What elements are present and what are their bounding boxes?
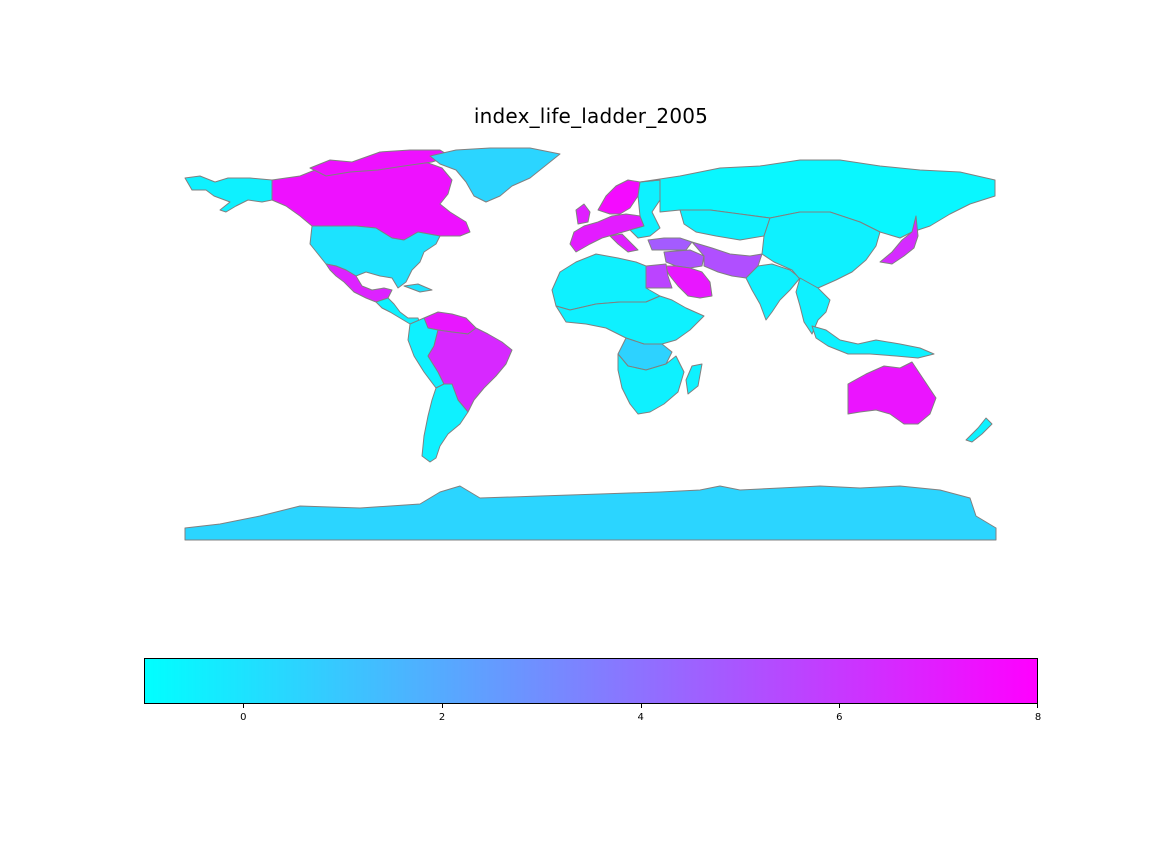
colorbar-tick-label: 8 — [1034, 712, 1042, 723]
colorbar-gradient — [144, 658, 1038, 704]
region-japan — [879, 215, 919, 265]
colorbar-tick — [442, 704, 443, 708]
region-china — [761, 211, 881, 289]
colorbar-tick — [1037, 704, 1038, 708]
region-sub-saharan-africa — [555, 295, 705, 345]
region-caribbean — [403, 283, 433, 293]
region-scandinavia — [597, 179, 641, 215]
colorbar-tick-label: 4 — [637, 712, 644, 723]
colorbar: 0 2 4 6 8 — [144, 658, 1041, 723]
region-madagascar — [685, 363, 703, 395]
region-new-zealand — [965, 417, 993, 443]
region-southern-cone — [421, 383, 469, 463]
region-southern-africa — [617, 353, 685, 415]
colorbar-tick-label: 6 — [836, 712, 843, 723]
region-central-america — [375, 297, 421, 325]
colorbar-tick — [640, 704, 642, 708]
region-australia — [847, 361, 937, 425]
region-kazakhstan — [679, 209, 771, 241]
region-alaska — [184, 175, 273, 213]
region-india — [745, 263, 801, 321]
region-antarctica — [184, 485, 997, 541]
map-title: index_life_ladder_2005 — [473, 104, 709, 128]
region-usa — [309, 225, 441, 289]
region-indonesia — [811, 325, 935, 359]
colorbar-tick-label: 0 — [240, 712, 247, 723]
region-italy — [609, 233, 639, 253]
region-southeast-asia — [795, 277, 831, 335]
region-saudi-arabia — [663, 265, 713, 299]
colorbar-ticks: 0 2 4 6 8 — [144, 704, 1042, 724]
region-greenland — [429, 147, 561, 203]
colorbar-tick — [243, 704, 245, 708]
region-uk — [575, 203, 591, 225]
region-brazil — [427, 327, 513, 413]
colorbar-tick — [839, 704, 841, 708]
region-middle-east — [663, 249, 705, 269]
region-turkey — [647, 237, 693, 251]
colorbar-tick-label: 2 — [438, 712, 446, 723]
region-mexico — [325, 263, 393, 303]
